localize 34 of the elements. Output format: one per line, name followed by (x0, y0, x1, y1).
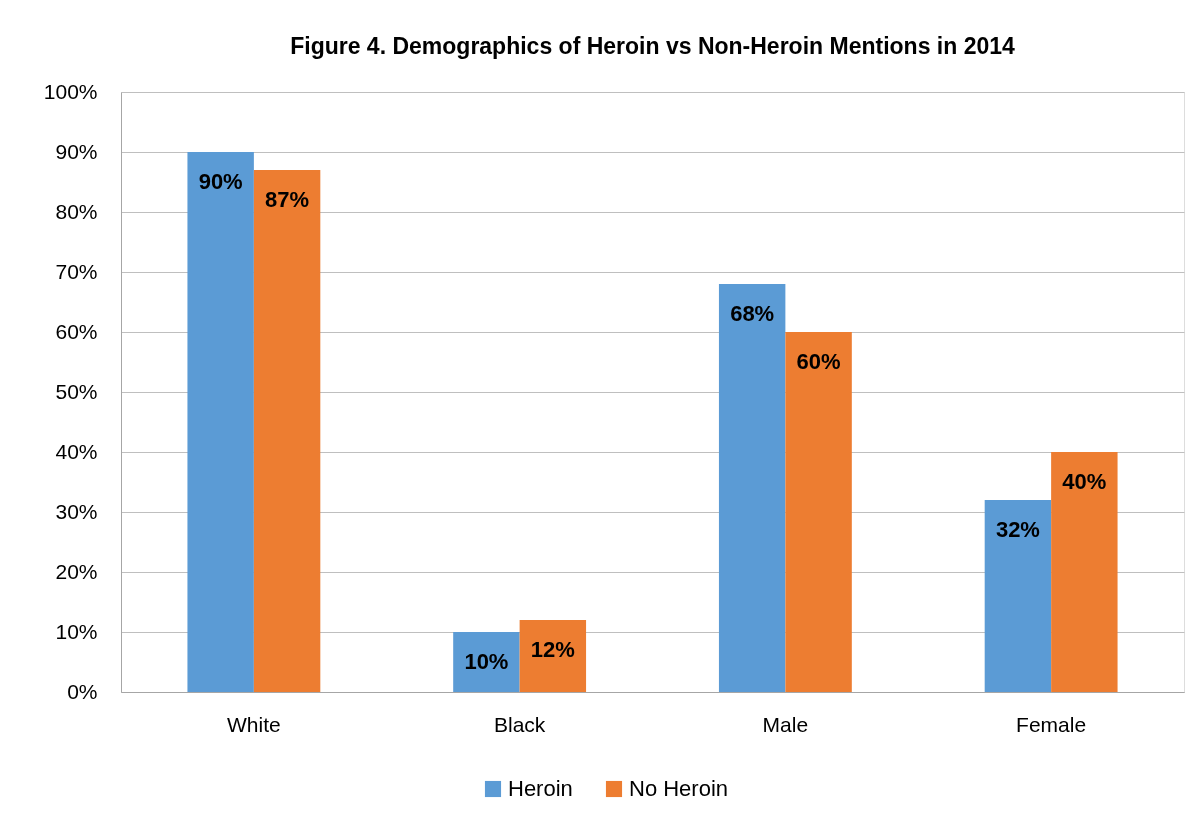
legend-label: Heroin (508, 776, 573, 801)
y-tick-label: 30% (55, 499, 98, 523)
x-tick-label: Female (1016, 712, 1087, 736)
y-tick-label: 60% (55, 319, 98, 343)
bar (519, 620, 587, 692)
data-label: 40% (1062, 469, 1107, 494)
bar (453, 632, 520, 692)
data-label: 87% (265, 187, 310, 212)
bar (718, 284, 786, 692)
data-label: 32% (995, 517, 1040, 542)
bar (187, 152, 254, 692)
bar (785, 332, 852, 692)
data-label: 90% (198, 169, 243, 194)
data-label: 68% (730, 301, 775, 326)
data-label: 12% (530, 637, 575, 662)
chart-title: Figure 4. Demographics of Heroin vs Non-Heroin Mentions in 2014 (290, 33, 1016, 59)
x-tick-label: Black (493, 712, 546, 736)
y-tick-label: 40% (55, 439, 98, 463)
x-tick-label: White (227, 712, 281, 736)
bar (253, 170, 321, 692)
data-label: 60% (796, 349, 841, 374)
y-tick-label: 80% (55, 199, 98, 223)
y-tick-label: 20% (55, 559, 98, 583)
data-label: 10% (464, 649, 509, 674)
x-tick-label: Male (762, 712, 809, 736)
y-tick-label: 100% (43, 79, 98, 103)
bar (1051, 452, 1118, 692)
y-tick-label: 10% (55, 619, 98, 643)
legend-label: No Heroin (629, 776, 729, 801)
y-tick-label: 70% (55, 259, 98, 283)
bar (984, 500, 1052, 692)
y-tick-label: 90% (55, 139, 98, 163)
y-tick-label: 0% (67, 679, 98, 703)
y-tick-label: 50% (55, 379, 98, 403)
